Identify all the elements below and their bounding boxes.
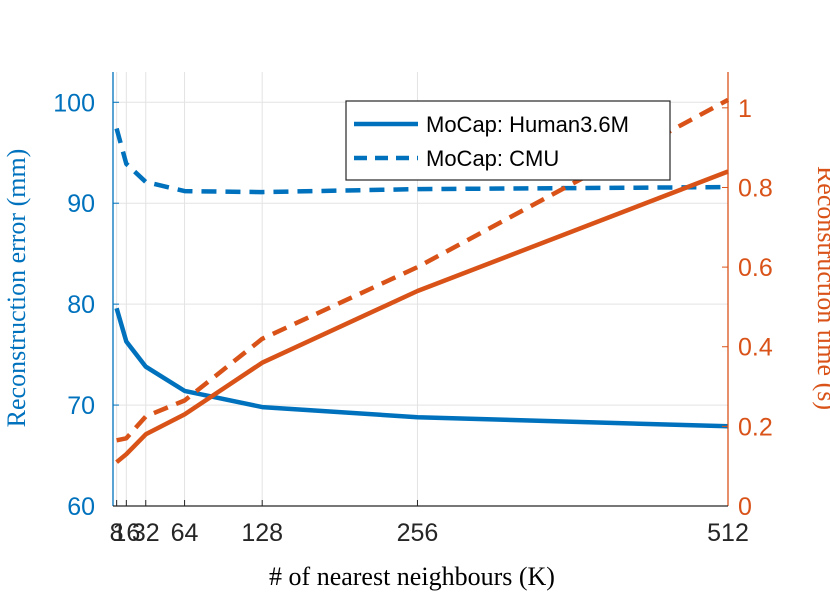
right-y-tick-label: 0.4 [738, 334, 773, 362]
right-y-tick-label: 0 [738, 493, 752, 521]
right-y-tick-label: 1 [738, 95, 752, 123]
axes [112, 72, 729, 507]
right-y-tick-label: 0.6 [738, 254, 773, 282]
legend-label-human36m: MoCap: Human3.6M [426, 112, 629, 137]
x-tick-label: 16 [112, 519, 140, 547]
series-group [114, 97, 730, 464]
series-line-mocap-cmu-time [116, 97, 730, 443]
legend-label-cmu: MoCap: CMU [426, 146, 559, 171]
legend-box [345, 100, 671, 181]
left-y-tick-label: 80 [67, 291, 95, 319]
x-axis-title: # of nearest neighbours (K) [269, 562, 555, 591]
left-y-tick-label: 70 [67, 392, 95, 420]
left-y-tick-label: 60 [67, 493, 95, 521]
right-y-tick-label: 0.2 [738, 413, 773, 441]
left-y-tick-label: 90 [67, 190, 95, 218]
x-tick-label: 64 [171, 519, 199, 547]
series-line-mocap-cmu-error [114, 127, 729, 195]
series-line-mocap-human3-6m-error [114, 307, 729, 429]
x-tick-label: 256 [397, 519, 439, 547]
x-tick-label: 512 [707, 519, 749, 547]
x-tick-label: 8 [110, 519, 124, 547]
left-y-axis-title: Reconstruction error (mm) [2, 149, 31, 428]
x-tick-label: 128 [241, 519, 283, 547]
series-line-mocap-human3-6m-time [115, 169, 729, 464]
legend: MoCap: Human3.6M MoCap: CMU [345, 100, 671, 181]
x-tick-label: 32 [132, 519, 160, 547]
right-y-axis-title: Reconstruction time (s) [812, 166, 830, 410]
right-y-tick-label: 0.8 [738, 174, 773, 202]
left-y-tick-label: 100 [53, 89, 95, 117]
